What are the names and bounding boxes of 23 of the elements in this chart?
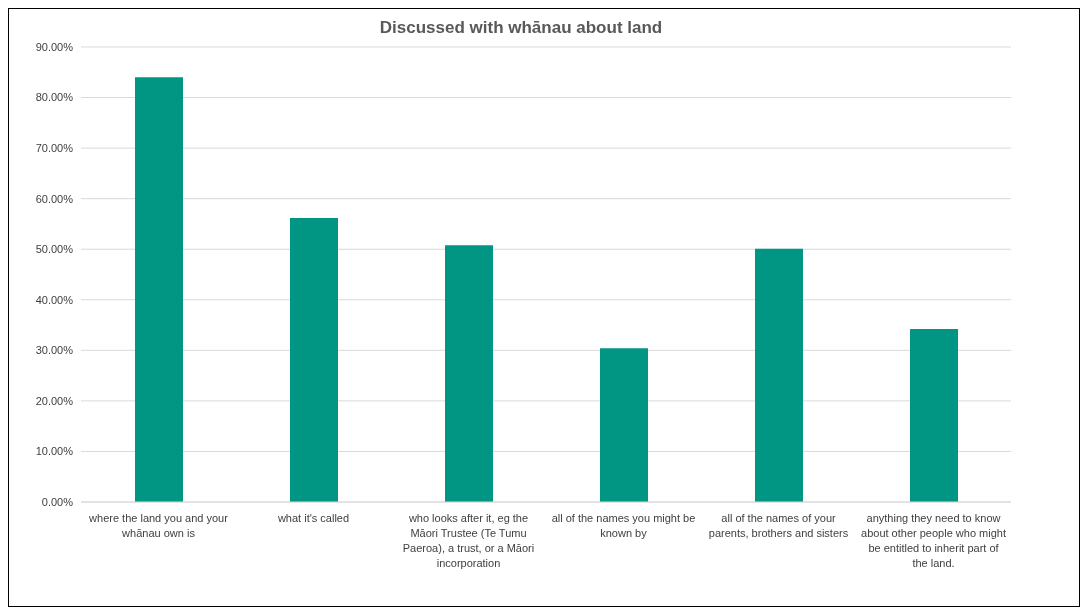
y-tick-label: 20.00% — [35, 394, 74, 407]
y-tick-label: 0.00% — [41, 495, 74, 508]
y-tick-label: 60.00% — [35, 192, 74, 205]
y-tick-label: 70.00% — [35, 142, 74, 155]
bar — [290, 217, 338, 502]
y-tick-label: 90.00% — [35, 40, 74, 53]
y-tick-label: 30.00% — [35, 344, 74, 357]
y-tick-label: 50.00% — [35, 243, 74, 256]
y-tick-label: 40.00% — [35, 293, 74, 306]
bar — [755, 248, 803, 502]
x-tick-label: what it's called — [276, 512, 350, 524]
x-tick-label: anything they need to know about other people who might be entitled to inherit part of the land. — [861, 512, 1006, 569]
bar — [445, 245, 493, 502]
x-tick-label: all of the names of your parents, brothers and sisters — [708, 512, 849, 539]
x-tick-label: who looks after it, eg the Māori Trustee (Te Tumu Paeroa), a trust, or a Māori incorporation — [402, 512, 535, 569]
y-tick-label: 80.00% — [35, 91, 74, 104]
x-tick-label: where the land you and your whānau own is — [88, 512, 229, 539]
chart-title: Discussed with whānau about land — [378, 18, 664, 38]
y-tick-label: 10.00% — [35, 445, 74, 458]
bar — [600, 348, 648, 502]
bar — [135, 77, 183, 502]
bar — [910, 329, 958, 502]
x-tick-label: all of the names you might be known by — [551, 512, 696, 539]
